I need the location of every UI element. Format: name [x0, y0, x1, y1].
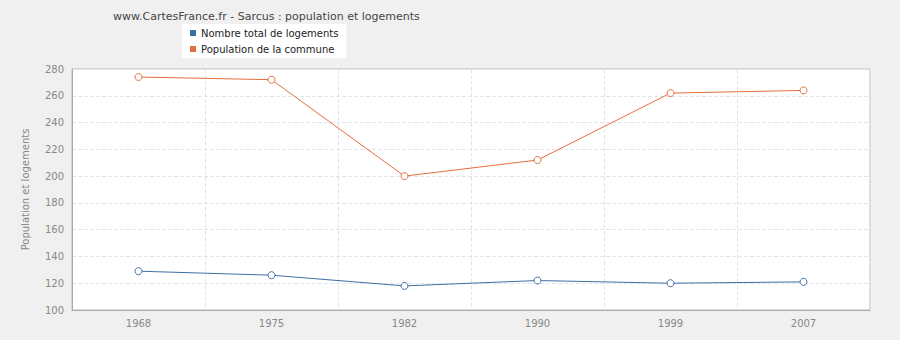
svg-text:www.CartesFrance.fr - Sarcus :: www.CartesFrance.fr - Sarcus : populatio…	[113, 10, 420, 23]
svg-text:2007: 2007	[791, 318, 816, 329]
svg-text:180: 180	[45, 197, 64, 208]
svg-text:120: 120	[45, 278, 64, 289]
svg-text:160: 160	[45, 224, 64, 235]
svg-text:200: 200	[45, 171, 64, 182]
svg-text:140: 140	[45, 251, 64, 262]
svg-text:100: 100	[45, 305, 64, 316]
svg-text:Nombre total de logements: Nombre total de logements	[201, 28, 338, 39]
svg-text:280: 280	[45, 64, 64, 75]
svg-text:1975: 1975	[259, 318, 284, 329]
svg-text:1990: 1990	[525, 318, 550, 329]
svg-text:Population et logements: Population et logements	[20, 129, 31, 251]
svg-text:Population de la commune: Population de la commune	[201, 44, 334, 55]
svg-text:240: 240	[45, 117, 64, 128]
svg-text:1999: 1999	[658, 318, 683, 329]
svg-text:1982: 1982	[392, 318, 417, 329]
svg-text:260: 260	[45, 90, 64, 101]
svg-text:1968: 1968	[126, 318, 151, 329]
svg-text:220: 220	[45, 144, 64, 155]
